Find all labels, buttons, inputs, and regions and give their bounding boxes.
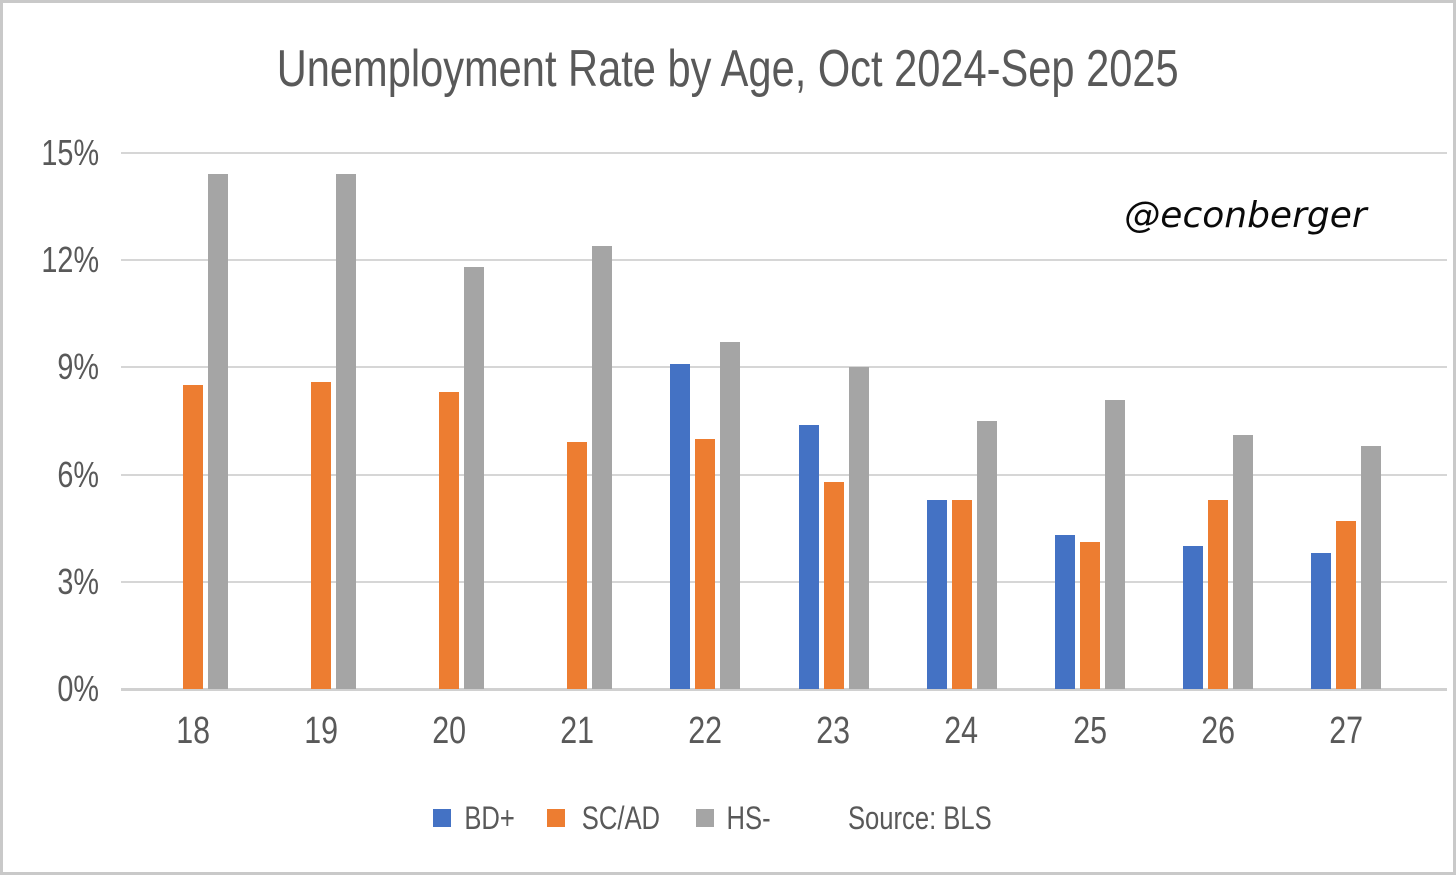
bar-hs-age-27 — [1360, 446, 1381, 689]
x-tick-label: 24 — [944, 710, 979, 752]
bar-scad-age-20 — [439, 392, 460, 689]
y-tick-label: 9% — [57, 346, 99, 388]
y-tick-label: 15% — [41, 132, 99, 173]
x-tick-label: 22 — [688, 710, 723, 752]
gridline — [121, 152, 1447, 154]
bar-hs-age-20 — [464, 267, 485, 689]
legend-swatch-hsminus — [695, 809, 714, 827]
bar-bd-age-22 — [670, 363, 691, 689]
x-axis-line — [121, 688, 1447, 691]
bar-bd-age-25 — [1054, 535, 1075, 689]
legend-item-bdplus: BD+ — [433, 800, 521, 837]
legend-label-scad: SC/AD — [581, 799, 661, 836]
y-tick-label: 0% — [57, 668, 99, 709]
legend-swatch-bdplus — [433, 809, 451, 827]
bar-scad-age-27 — [1335, 521, 1356, 689]
legend-item-hsminus: HS- — [695, 799, 776, 837]
bar-bd-age-27 — [1310, 553, 1331, 689]
bar-scad-age-21 — [567, 442, 588, 689]
bar-scad-age-22 — [695, 438, 716, 689]
bar-scad-age-25 — [1079, 542, 1100, 689]
y-tick-label: 12% — [41, 239, 99, 281]
bar-hs-age-26 — [1232, 435, 1253, 689]
watermark: @econberger — [1124, 195, 1367, 236]
bar-hs-age-22 — [720, 342, 741, 689]
x-tick-label: 26 — [1200, 710, 1235, 752]
bar-hs-age-19 — [336, 174, 357, 689]
chart-title: Unemployment Rate by Age, Oct 2024-Sep 2… — [3, 39, 1453, 99]
legend-label-bdplus: BD+ — [464, 799, 515, 836]
gridline — [121, 366, 1447, 369]
chart-title-text: Unemployment Rate by Age, Oct 2024-Sep 2… — [277, 40, 1179, 98]
bar-hs-age-25 — [1104, 399, 1125, 689]
legend: BD+ SC/AD HS- Source: BLS — [433, 799, 1010, 837]
x-tick-label: 19 — [304, 710, 339, 752]
gridline — [121, 259, 1447, 262]
y-tick-label: 6% — [57, 453, 99, 495]
source-label: Source: BLS — [848, 799, 992, 836]
bar-hs-age-21 — [592, 245, 613, 689]
bar-scad-age-26 — [1207, 499, 1228, 689]
bar-scad-age-23 — [823, 481, 844, 689]
bar-scad-age-19 — [311, 381, 332, 689]
bar-hs-age-24 — [976, 421, 997, 689]
x-tick-label: 20 — [432, 710, 467, 752]
bar-hs-age-18 — [208, 174, 228, 689]
gridline — [121, 580, 1447, 583]
x-tick-label: 25 — [1072, 710, 1107, 752]
x-tick-label: 18 — [176, 710, 210, 752]
x-tick-label: 23 — [816, 710, 851, 752]
gridline — [121, 473, 1447, 476]
bar-scad-age-18 — [183, 385, 203, 689]
x-tick-label: 21 — [560, 710, 595, 752]
y-tick-label: 3% — [57, 560, 99, 602]
bar-scad-age-24 — [951, 499, 972, 689]
bar-bd-age-26 — [1182, 546, 1203, 689]
bar-hs-age-23 — [848, 367, 869, 689]
legend-swatch-scad — [547, 809, 566, 827]
bar-bd-age-23 — [798, 424, 819, 689]
bar-bd-age-24 — [926, 499, 947, 689]
legend-label-hsminus: HS- — [726, 799, 771, 836]
x-tick-label: 27 — [1328, 710, 1363, 752]
legend-item-scad: SC/AD — [547, 800, 670, 837]
